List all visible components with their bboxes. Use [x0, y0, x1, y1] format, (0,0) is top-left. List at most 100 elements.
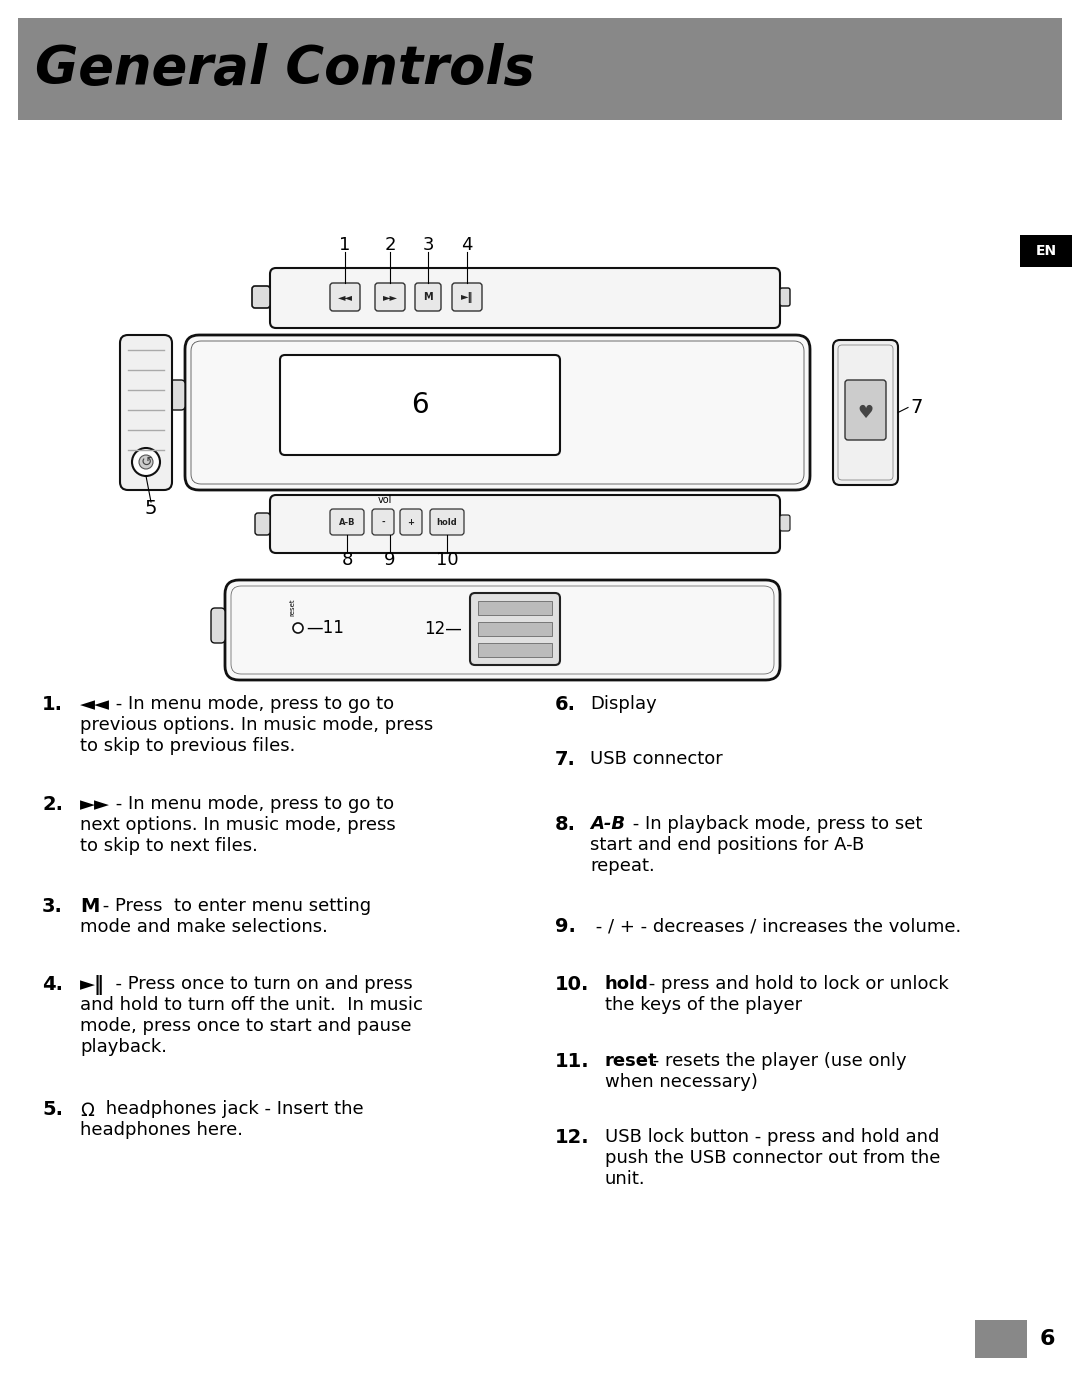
Text: unit.: unit. — [605, 1170, 646, 1188]
Text: General Controls: General Controls — [35, 43, 535, 95]
Text: 12—: 12— — [424, 620, 462, 638]
Text: Display: Display — [590, 694, 657, 714]
Text: +: + — [407, 517, 415, 527]
FancyBboxPatch shape — [375, 283, 405, 311]
Text: ►‖: ►‖ — [80, 975, 105, 996]
Text: reset: reset — [605, 1052, 658, 1070]
Text: M: M — [80, 896, 99, 916]
Bar — [478, 644, 552, 657]
Text: next options. In music mode, press: next options. In music mode, press — [80, 815, 395, 835]
FancyBboxPatch shape — [270, 495, 780, 553]
Bar — [478, 601, 552, 615]
FancyBboxPatch shape — [415, 283, 441, 311]
Text: when necessary): when necessary) — [605, 1072, 758, 1090]
FancyBboxPatch shape — [225, 580, 780, 681]
Text: 4.: 4. — [42, 975, 63, 994]
Bar — [478, 622, 552, 637]
FancyBboxPatch shape — [330, 283, 360, 311]
FancyBboxPatch shape — [430, 509, 464, 535]
Text: USB connector: USB connector — [590, 749, 723, 769]
Text: 4: 4 — [461, 236, 473, 254]
FancyBboxPatch shape — [400, 509, 422, 535]
Text: mode and make selections.: mode and make selections. — [80, 918, 328, 936]
FancyBboxPatch shape — [780, 516, 789, 531]
FancyBboxPatch shape — [120, 336, 172, 490]
Text: 6: 6 — [411, 390, 429, 419]
Text: ►‖: ►‖ — [461, 292, 473, 302]
FancyBboxPatch shape — [280, 355, 561, 455]
FancyBboxPatch shape — [470, 593, 561, 666]
Text: previous options. In music mode, press: previous options. In music mode, press — [80, 716, 433, 734]
Text: 5.: 5. — [42, 1100, 63, 1119]
FancyBboxPatch shape — [372, 509, 394, 535]
Text: A-B: A-B — [590, 815, 625, 833]
Text: A-B: A-B — [339, 517, 355, 527]
FancyBboxPatch shape — [211, 608, 225, 644]
Text: ►►: ►► — [382, 292, 397, 302]
Text: playback.: playback. — [80, 1038, 167, 1056]
FancyBboxPatch shape — [252, 286, 270, 308]
Text: to skip to previous files.: to skip to previous files. — [80, 737, 295, 755]
FancyBboxPatch shape — [845, 380, 886, 440]
Text: ↺: ↺ — [140, 455, 152, 469]
Text: hold: hold — [436, 517, 457, 527]
Text: headphones jack - Insert the: headphones jack - Insert the — [100, 1100, 364, 1118]
Text: ◄◄: ◄◄ — [337, 292, 352, 302]
Text: ◄◄: ◄◄ — [80, 694, 110, 714]
Text: 7: 7 — [910, 397, 922, 417]
FancyBboxPatch shape — [255, 513, 270, 535]
Text: vol: vol — [378, 495, 392, 505]
Text: 5: 5 — [145, 499, 158, 517]
Text: repeat.: repeat. — [590, 857, 654, 874]
Text: push the USB connector out from the: push the USB connector out from the — [605, 1150, 941, 1167]
Text: 3.: 3. — [42, 896, 63, 916]
Text: 11.: 11. — [555, 1052, 590, 1071]
Text: mode, press once to start and pause: mode, press once to start and pause — [80, 1018, 411, 1035]
Bar — [1020, 235, 1072, 267]
Text: Ω: Ω — [80, 1101, 94, 1121]
Text: 8.: 8. — [555, 815, 576, 835]
Text: - In playback mode, press to set: - In playback mode, press to set — [627, 815, 922, 833]
Bar — [975, 1320, 1027, 1358]
Circle shape — [293, 623, 303, 632]
Text: 12.: 12. — [555, 1128, 590, 1147]
Text: - Press  to enter menu setting: - Press to enter menu setting — [97, 896, 372, 914]
FancyBboxPatch shape — [185, 336, 810, 490]
Text: - In menu mode, press to go to: - In menu mode, press to go to — [110, 694, 394, 714]
Text: USB lock button - press and hold and: USB lock button - press and hold and — [605, 1128, 940, 1145]
Text: 7.: 7. — [555, 749, 576, 769]
Text: - In menu mode, press to go to: - In menu mode, press to go to — [110, 795, 394, 813]
Text: 2.: 2. — [42, 795, 63, 814]
Text: reset: reset — [289, 598, 295, 616]
Text: 6: 6 — [1040, 1330, 1055, 1349]
Text: 1: 1 — [339, 236, 351, 254]
Text: 10: 10 — [435, 551, 458, 569]
Text: - resets the player (use only: - resets the player (use only — [647, 1052, 906, 1070]
Text: 6.: 6. — [555, 694, 576, 714]
Text: ♥: ♥ — [858, 403, 874, 422]
Text: 2: 2 — [384, 236, 395, 254]
Text: 8: 8 — [341, 551, 353, 569]
Text: -: - — [381, 517, 384, 527]
Text: the keys of the player: the keys of the player — [605, 996, 802, 1013]
Text: —11: —11 — [306, 619, 343, 637]
Text: 9: 9 — [384, 551, 395, 569]
Text: EN: EN — [1036, 243, 1056, 258]
FancyBboxPatch shape — [270, 268, 780, 329]
FancyBboxPatch shape — [170, 380, 185, 410]
Text: 10.: 10. — [555, 975, 590, 994]
Text: - / + - decreases / increases the volume.: - / + - decreases / increases the volume… — [590, 917, 961, 935]
Circle shape — [132, 448, 160, 476]
Text: and hold to turn off the unit.  In music: and hold to turn off the unit. In music — [80, 996, 423, 1013]
Text: 3: 3 — [422, 236, 434, 254]
Text: start and end positions for A-B: start and end positions for A-B — [590, 836, 864, 854]
Text: to skip to next files.: to skip to next files. — [80, 837, 258, 855]
Bar — [18, 18, 1062, 120]
Text: hold: hold — [605, 975, 649, 993]
Text: ►►: ►► — [80, 795, 110, 814]
Text: M: M — [423, 292, 433, 302]
Text: 1.: 1. — [42, 694, 63, 714]
FancyBboxPatch shape — [780, 287, 789, 307]
Text: 9.: 9. — [555, 917, 576, 936]
FancyBboxPatch shape — [833, 340, 897, 485]
